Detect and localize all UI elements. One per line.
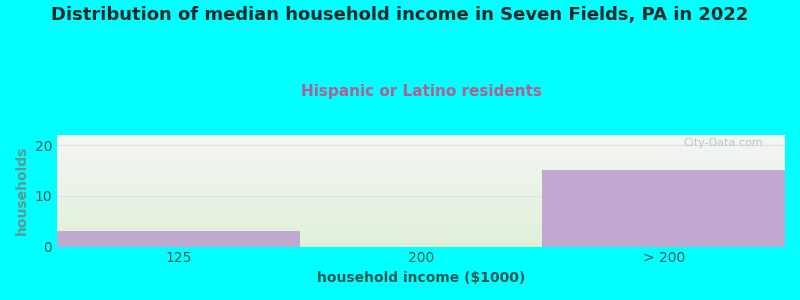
Text: Distribution of median household income in Seven Fields, PA in 2022: Distribution of median household income … (51, 6, 749, 24)
X-axis label: household income ($1000): household income ($1000) (317, 271, 525, 285)
Title: Hispanic or Latino residents: Hispanic or Latino residents (301, 84, 542, 99)
Bar (57, 231, 300, 247)
Text: City-Data.com: City-Data.com (683, 138, 763, 148)
Y-axis label: households: households (15, 146, 29, 236)
Bar (542, 170, 785, 247)
